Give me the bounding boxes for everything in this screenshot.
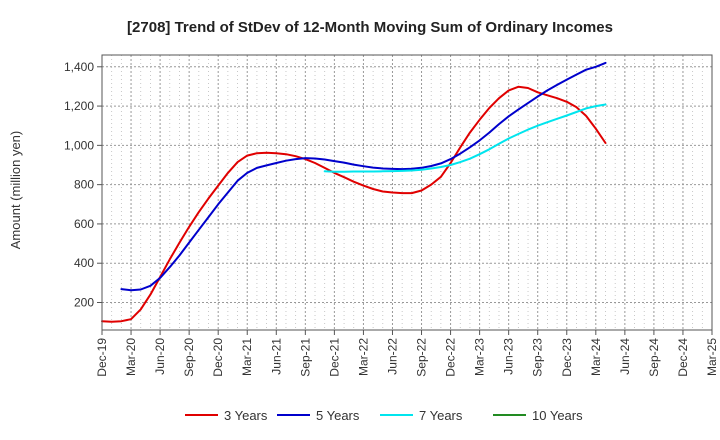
y-tick-label: 1,200 — [64, 99, 94, 113]
x-tick-label: Mar-24 — [589, 338, 603, 376]
x-tick-label: Sep-23 — [531, 338, 545, 377]
chart-title: [2708] Trend of StDev of 12-Month Moving… — [127, 19, 613, 36]
x-tick-label: Mar-21 — [240, 338, 254, 376]
legend-label-3-years: 3 Years — [224, 408, 268, 423]
x-tick-label: Dec-22 — [444, 338, 458, 377]
legend-label-7-years: 7 Years — [419, 408, 463, 423]
x-tick-label: Dec-24 — [676, 338, 690, 377]
x-tick-label: Jun-22 — [385, 338, 399, 375]
y-axis-label: Amount (million yen) — [8, 131, 23, 250]
y-tick-label: 800 — [74, 178, 94, 192]
x-tick-label: Sep-22 — [415, 338, 429, 377]
y-tick-label: 600 — [74, 217, 94, 231]
series-line-3-years — [101, 85, 607, 323]
x-tick-label: Sep-21 — [298, 338, 312, 377]
y-tick-label: 200 — [74, 296, 94, 310]
x-tick-label: Sep-24 — [647, 338, 661, 377]
x-tick-label: Jun-21 — [269, 338, 283, 375]
legend-label-10-years: 10 Years — [532, 408, 583, 423]
x-tick-label: Mar-25 — [705, 338, 719, 376]
x-tick-label: Jun-23 — [502, 338, 516, 375]
x-tick-label: Dec-19 — [95, 338, 109, 377]
series-line-7-years — [323, 103, 607, 173]
legend-label-5-years: 5 Years — [316, 408, 360, 423]
plot-frame — [101, 54, 713, 331]
series-line-5-years — [120, 61, 607, 292]
y-tick-label: 400 — [74, 256, 94, 270]
x-tick-label: Dec-21 — [327, 338, 341, 377]
y-axis-ticks: 200 400 600 800 1,000 1,200 1,400 — [64, 60, 102, 310]
x-tick-label: Sep-20 — [182, 338, 196, 377]
x-tick-label: Dec-20 — [211, 338, 225, 377]
x-tick-label: Mar-22 — [356, 338, 370, 376]
series-lines — [101, 61, 607, 323]
x-tick-label: Dec-23 — [560, 338, 574, 377]
y-tick-label: 1,000 — [64, 138, 94, 152]
legend: 3 Years 5 Years 7 Years 10 Years — [185, 408, 583, 423]
x-axis-ticks: Dec-19 Mar-20 Jun-20 Sep-20 Dec-20 Mar-21 Jun-… — [95, 330, 719, 377]
y-tick-label: 1,400 — [64, 60, 94, 74]
x-tick-label: Mar-20 — [124, 338, 138, 376]
x-tick-label: Jun-20 — [153, 338, 167, 375]
x-tick-label: Jun-24 — [618, 338, 632, 375]
x-tick-label: Mar-23 — [473, 338, 487, 376]
